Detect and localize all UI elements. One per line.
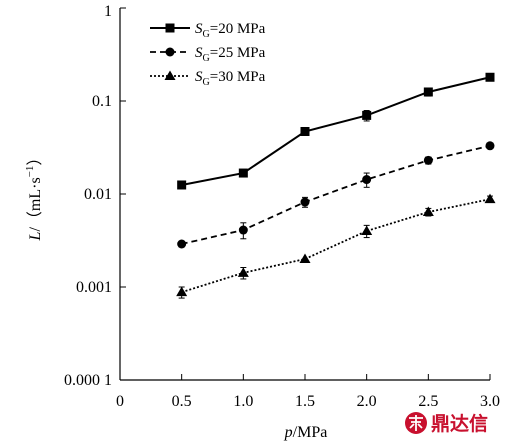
data-point xyxy=(237,267,249,277)
data-point xyxy=(165,47,175,57)
series-line xyxy=(181,198,491,294)
watermark: 鼎达信 xyxy=(405,412,488,435)
legend-label: SG=20 MPa xyxy=(195,21,266,40)
x-tick-label: 0.5 xyxy=(172,393,192,410)
watermark-text: 鼎达信 xyxy=(431,412,488,435)
data-point xyxy=(423,87,433,97)
series-line xyxy=(181,144,491,245)
x-tick-label: 2.0 xyxy=(357,393,377,410)
y-tick-label: 0.01 xyxy=(84,186,112,203)
x-tick-label: 1.0 xyxy=(233,393,253,410)
data-point xyxy=(362,175,372,185)
axes: 0.000 1 0.001 0.01 0.1 1 0 0.5 1.0 1.5 2.0 2.5 3.0 xyxy=(64,3,500,410)
data-point xyxy=(238,225,248,235)
x-tick-label: 1.5 xyxy=(295,393,315,410)
y-tick-label: 1 xyxy=(104,3,112,20)
data-point xyxy=(362,110,372,120)
x-tick-label: 3.0 xyxy=(480,393,500,410)
data-point xyxy=(165,23,175,33)
y-tick-label: 0.000 1 xyxy=(64,372,112,389)
data-point xyxy=(361,225,373,236)
y-axis-title: L/（mL·s−1） xyxy=(24,150,44,242)
data-point xyxy=(422,206,434,217)
legend-entry-1: SG=20 MPa xyxy=(150,21,266,40)
data-point xyxy=(177,239,187,249)
data-point xyxy=(485,72,495,82)
y-tick-label: 0.001 xyxy=(76,279,112,296)
x-tick-label: 2.5 xyxy=(418,393,438,410)
series-2 xyxy=(177,141,495,249)
data-point xyxy=(164,70,176,80)
data-point xyxy=(176,286,188,297)
series-3 xyxy=(176,193,496,299)
legend-entry-3: SG=30 MPa xyxy=(150,69,266,88)
data-point xyxy=(423,155,433,165)
series-1 xyxy=(177,72,495,190)
legend: SG=20 MPa SG=25 MPa SG=30 MPa xyxy=(150,21,266,88)
data-point xyxy=(238,168,248,178)
data-point xyxy=(299,253,311,264)
data-point xyxy=(485,141,495,151)
series-line xyxy=(181,76,491,186)
legend-label: SG=30 MPa xyxy=(195,69,266,88)
legend-entry-2: SG=25 MPa xyxy=(150,45,266,64)
data-point xyxy=(300,197,310,207)
data-point xyxy=(484,193,496,204)
x-tick-label: 0 xyxy=(116,393,124,410)
series-layer xyxy=(176,72,496,299)
x-axis-title: p/MPa xyxy=(284,424,328,441)
data-point xyxy=(177,180,187,190)
data-point xyxy=(300,126,310,136)
y-tick-label: 0.1 xyxy=(92,93,112,110)
legend-label: SG=25 MPa xyxy=(195,45,266,64)
